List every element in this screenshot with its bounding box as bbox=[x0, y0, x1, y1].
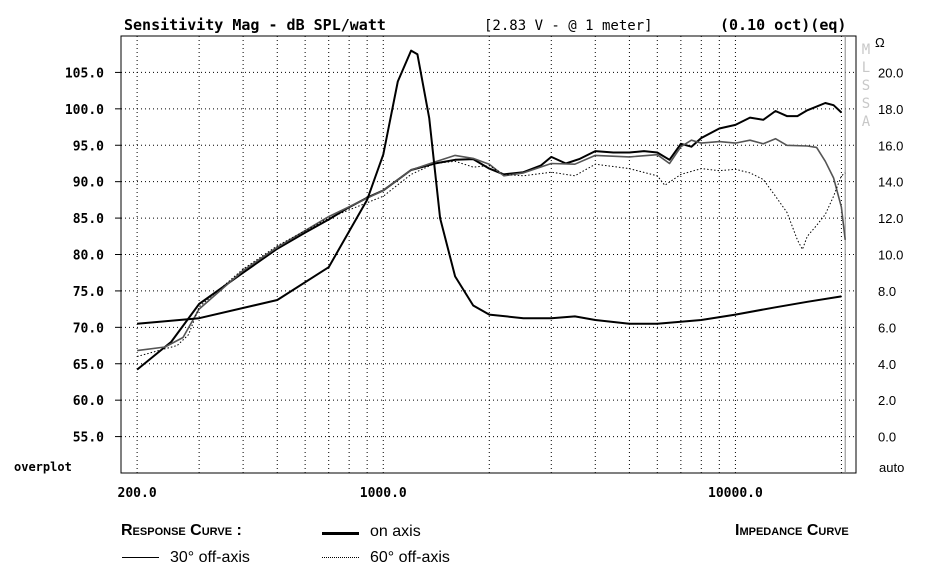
y-tick-label: 65.0 bbox=[73, 358, 104, 373]
impedance-curve-label: Impedance Curve bbox=[735, 522, 849, 539]
grid bbox=[121, 36, 856, 473]
y-tick-label: 95.0 bbox=[73, 139, 104, 154]
y2-tick-label: 16.0 bbox=[878, 138, 903, 153]
x-tick-label: 10000.0 bbox=[708, 486, 763, 501]
y2-tick-label: 20.0 bbox=[878, 65, 903, 80]
legend-60-off-axis: 60° off-axis bbox=[370, 549, 450, 566]
x-tick-label: 200.0 bbox=[118, 486, 157, 501]
y-tick-label: 60.0 bbox=[73, 394, 104, 409]
y2-tick-label: 14.0 bbox=[878, 175, 903, 190]
chart-title-conditions: [2.83 V - @ 1 meter] bbox=[484, 18, 653, 34]
series-group bbox=[136, 49, 846, 371]
y2-axis-ticks: 0.0 2.0 4.0 6.0 8.0 10.0 12.0 14.0 16.0 18.0 20.0 bbox=[878, 65, 903, 444]
y-tick-label: 100.0 bbox=[65, 103, 104, 118]
chart-title: Sensitivity Mag - dB SPL/watt bbox=[124, 16, 386, 34]
y2-tick-label: 10.0 bbox=[878, 248, 903, 263]
series-impedance bbox=[137, 49, 842, 325]
y-axis-bottom-label: overplot bbox=[14, 460, 72, 474]
legend-swatch-60-off-axis bbox=[322, 557, 359, 558]
series-60-off-axis bbox=[136, 160, 846, 357]
y-tick-label: 75.0 bbox=[73, 285, 104, 300]
y2-tick-label: 0.0 bbox=[878, 430, 896, 445]
x-tick-label: 1000.0 bbox=[360, 486, 407, 501]
y-tick-label: 105.0 bbox=[65, 66, 104, 81]
series-30-off-axis bbox=[136, 137, 846, 352]
y-tick-label: 55.0 bbox=[73, 431, 104, 446]
watermark-letter: L bbox=[862, 60, 870, 76]
legend-30-off-axis: 30° off-axis bbox=[170, 549, 250, 566]
y2-tick-label: 2.0 bbox=[878, 393, 896, 408]
y2-tick-label: 18.0 bbox=[878, 102, 903, 117]
x-axis-ticks: 200.0 1000.0 10000.0 bbox=[118, 486, 763, 501]
y2-axis-bottom-label: auto bbox=[879, 460, 904, 475]
y-tick-label: 90.0 bbox=[73, 176, 104, 191]
watermark-letter: S bbox=[862, 78, 870, 94]
y-tick-label: 80.0 bbox=[73, 249, 104, 264]
watermark-letter: S bbox=[862, 96, 870, 112]
legend-on-axis: on axis bbox=[370, 523, 421, 540]
y2-tick-label: 12.0 bbox=[878, 211, 903, 226]
y2-unit-label: Ω bbox=[875, 35, 885, 50]
watermark-letter: M bbox=[862, 42, 870, 58]
response-curve-label: Response Curve : bbox=[121, 522, 242, 539]
y-axis-ticks: 55.0 60.0 65.0 70.0 75.0 80.0 85.0 90.0 95.0 100.… bbox=[65, 66, 121, 446]
chart-title-smoothing: (0.10 oct)(eq) bbox=[720, 16, 846, 34]
legend-swatch-on-axis bbox=[322, 532, 359, 535]
y-tick-label: 85.0 bbox=[73, 212, 104, 227]
y-tick-label: 70.0 bbox=[73, 321, 104, 336]
y2-tick-label: 4.0 bbox=[878, 357, 896, 372]
y2-tick-label: 6.0 bbox=[878, 320, 896, 335]
legend-swatch-30-off-axis bbox=[122, 557, 159, 558]
watermark-letter: A bbox=[862, 114, 871, 130]
y2-tick-label: 8.0 bbox=[878, 284, 896, 299]
